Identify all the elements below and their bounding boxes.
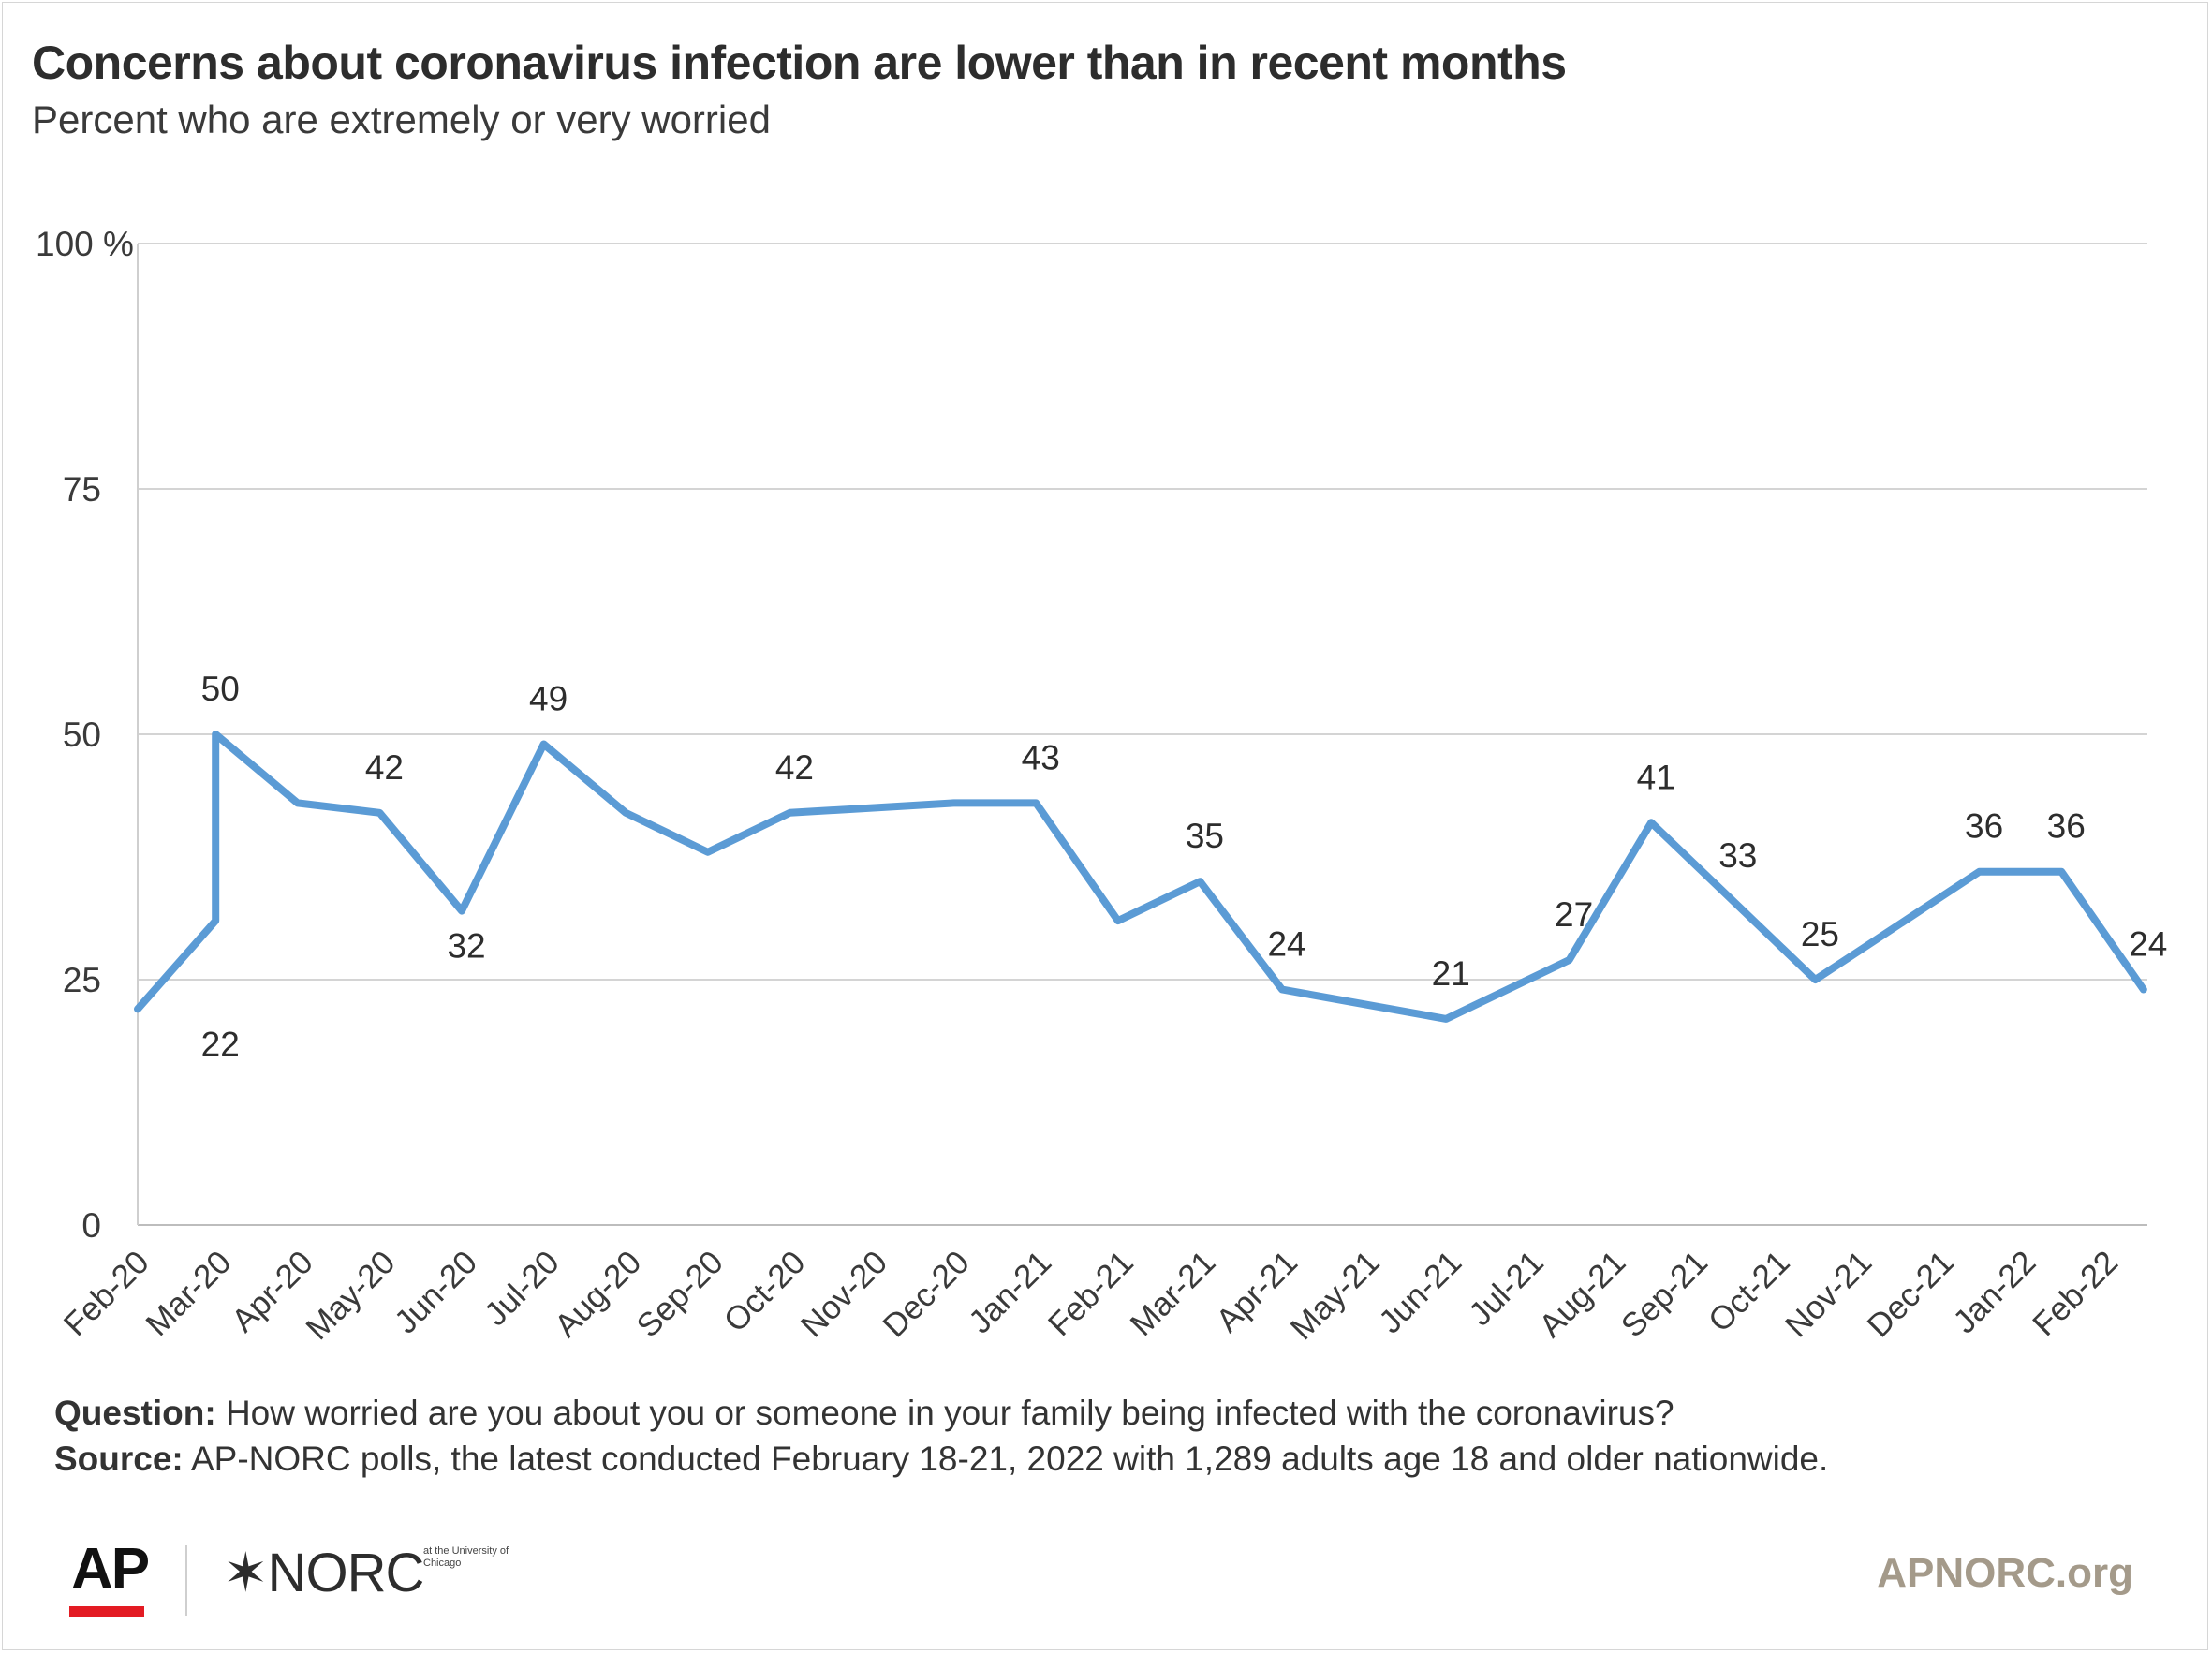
x-tick-label: Oct-20 bbox=[717, 1244, 813, 1339]
question-label: Question: bbox=[54, 1394, 216, 1432]
source-label: Source: bbox=[54, 1440, 184, 1478]
x-tick-label: May-20 bbox=[299, 1244, 402, 1347]
data-label: 32 bbox=[447, 927, 485, 966]
x-tick-label: Oct-21 bbox=[1702, 1244, 1797, 1339]
data-label: 42 bbox=[365, 748, 404, 787]
data-label: 50 bbox=[201, 670, 240, 708]
data-label: 25 bbox=[1801, 915, 1839, 953]
x-tick-label: Aug-21 bbox=[1532, 1244, 1632, 1344]
norc-logo: ✶NORC bbox=[223, 1543, 424, 1603]
y-tick-label: 75 bbox=[63, 470, 101, 509]
x-tick-label: Mar-20 bbox=[139, 1244, 238, 1343]
data-label: 49 bbox=[529, 679, 568, 717]
chart-title: Concerns about coronavirus infection are… bbox=[32, 37, 1567, 89]
x-tick-label: Feb-21 bbox=[1041, 1244, 1141, 1343]
x-tick-label: Nov-21 bbox=[1778, 1244, 1879, 1344]
x-tick-label: Aug-20 bbox=[548, 1244, 648, 1344]
ap-logo: AP bbox=[71, 1537, 150, 1602]
x-tick-label: Sep-20 bbox=[629, 1244, 730, 1344]
x-tick-label: Feb-20 bbox=[57, 1244, 156, 1343]
question-note: Question: How worried are you about you … bbox=[54, 1394, 1674, 1433]
x-tick-label: May-21 bbox=[1284, 1244, 1387, 1347]
data-label: 36 bbox=[2047, 807, 2086, 846]
logo-divider bbox=[185, 1545, 187, 1616]
x-tick-label: Sep-21 bbox=[1615, 1244, 1715, 1344]
data-label: 21 bbox=[1432, 954, 1470, 993]
y-tick-label: 50 bbox=[63, 716, 101, 754]
y-tick-label: 0 bbox=[81, 1206, 101, 1245]
data-label: 27 bbox=[1555, 895, 1593, 934]
x-tick-label: Jun-20 bbox=[388, 1244, 484, 1340]
apnorc-site-link[interactable]: APNORC.org bbox=[1877, 1550, 2133, 1596]
x-tick-label: Nov-20 bbox=[794, 1244, 894, 1344]
y-tick-label: 100 % bbox=[36, 225, 134, 263]
data-label: 24 bbox=[2129, 924, 2167, 963]
y-tick-label: 25 bbox=[63, 961, 101, 999]
data-label: 36 bbox=[1965, 807, 2003, 846]
source-text: AP-NORC polls, the latest conducted Febr… bbox=[183, 1440, 1829, 1478]
question-text: How worried are you about you or someone… bbox=[215, 1394, 1674, 1432]
line-chart: 100 %7550250Feb-20Mar-20Apr-20May-20Jun-… bbox=[36, 225, 2167, 1347]
data-label: 42 bbox=[775, 748, 814, 787]
data-label: 43 bbox=[1022, 738, 1060, 776]
data-label: 33 bbox=[1718, 836, 1757, 875]
x-tick-label: Dec-20 bbox=[876, 1244, 976, 1344]
data-label: 35 bbox=[1186, 817, 1224, 855]
series-line-0 bbox=[134, 731, 2147, 1023]
x-tick-label: Jun-21 bbox=[1372, 1244, 1468, 1340]
chart-subtitle: Percent who are extremely or very worrie… bbox=[32, 97, 771, 141]
norc-logo-subtext: at the University of Chicago bbox=[423, 1545, 509, 1569]
x-tick-label: Dec-21 bbox=[1860, 1244, 1960, 1344]
data-label: 41 bbox=[1637, 758, 1675, 796]
x-tick-label: Mar-21 bbox=[1123, 1244, 1222, 1343]
source-note: Source: AP-NORC polls, the latest conduc… bbox=[54, 1440, 1828, 1479]
ap-logo-bar bbox=[69, 1606, 144, 1617]
data-label: 22 bbox=[201, 1025, 240, 1063]
x-tick-label: Jan-21 bbox=[962, 1244, 1058, 1340]
x-tick-label: Feb-22 bbox=[2026, 1244, 2125, 1343]
data-label: 24 bbox=[1267, 924, 1305, 963]
x-tick-label: Jan-22 bbox=[1946, 1244, 2042, 1340]
